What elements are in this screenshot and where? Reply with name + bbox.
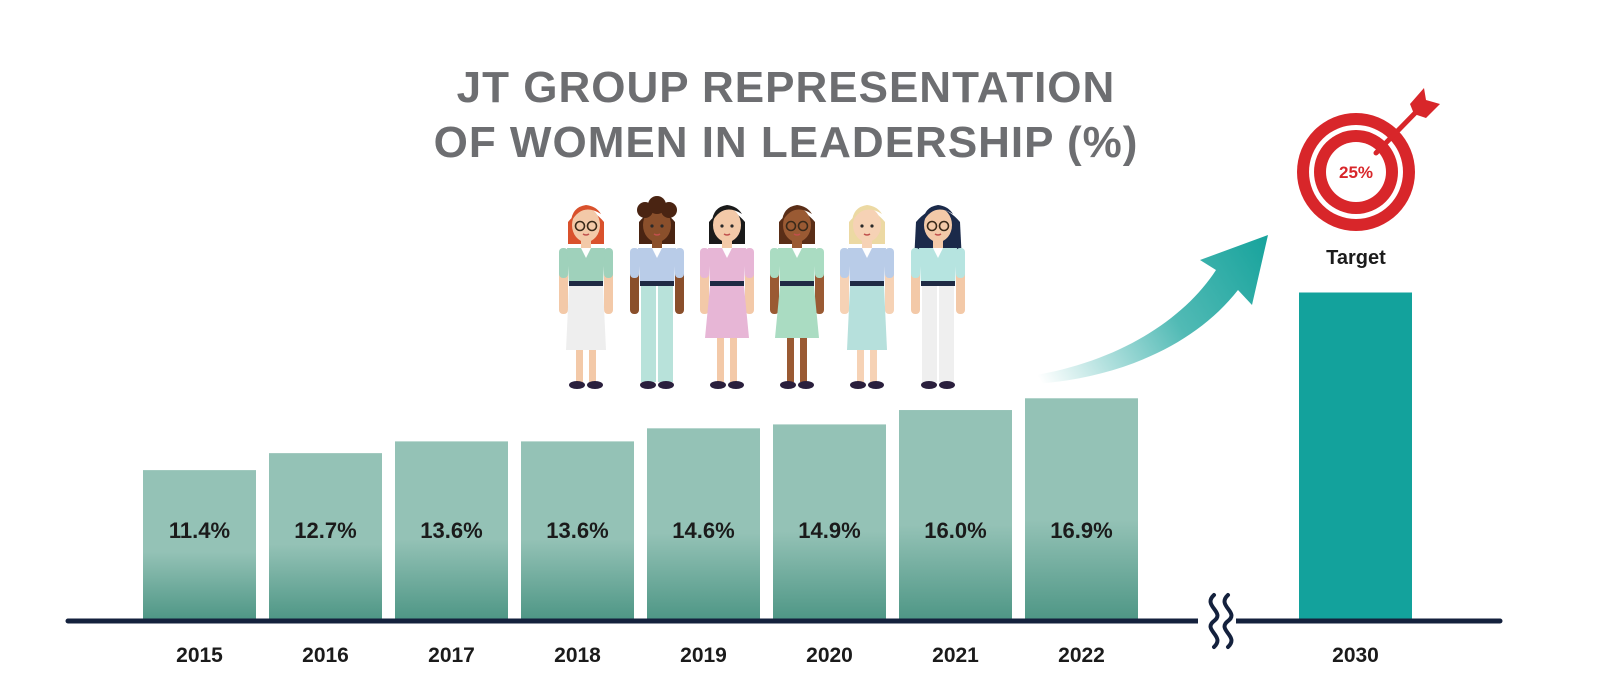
year-label-2016: 2016 (302, 644, 349, 667)
year-label-2030: 2030 (1332, 644, 1379, 667)
value-label-2016: 12.7% (294, 518, 356, 543)
x-axis (65, 593, 1503, 649)
woman-figure-icon (700, 205, 754, 389)
value-label-2017: 13.6% (420, 518, 482, 543)
axis-break-icon (1198, 593, 1236, 649)
year-label-2017: 2017 (428, 644, 475, 667)
year-label-2021: 2021 (932, 644, 979, 667)
target-icon: 25% (1297, 88, 1440, 231)
chart-title-line1: JT GROUP REPRESENTATION (457, 63, 1116, 112)
women-illustration (559, 196, 965, 389)
woman-figure-icon (770, 205, 824, 389)
year-label-2020: 2020 (806, 644, 853, 667)
growth-arrow-icon (1030, 235, 1268, 384)
woman-figure-icon (911, 205, 965, 389)
woman-figure-icon (559, 205, 613, 389)
value-label-2019: 14.6% (672, 518, 734, 543)
bar-2021 (899, 410, 1012, 619)
year-label-2022: 2022 (1058, 644, 1105, 667)
value-label-2020: 14.9% (798, 518, 860, 543)
woman-figure-icon (630, 196, 684, 389)
bar-2016 (269, 453, 382, 619)
value-label-2021: 16.0% (924, 518, 986, 543)
value-label-2022: 16.9% (1050, 518, 1112, 543)
value-label-2018: 13.6% (546, 518, 608, 543)
target-label: Target (1326, 247, 1386, 269)
year-label-2015: 2015 (176, 644, 223, 667)
year-label-2018: 2018 (554, 644, 601, 667)
bar-2017 (395, 441, 508, 619)
chart-title-line2: OF WOMEN IN LEADERSHIP (%) (434, 118, 1139, 167)
bar-series: 11.4% 2015 12.7% 2016 13.6% 2017 13.6% 2018 14.6… (143, 292, 1412, 667)
bar-2015 (143, 470, 256, 619)
value-label-2015: 11.4% (169, 518, 230, 543)
year-label-2019: 2019 (680, 644, 727, 667)
bar-2030 (1299, 292, 1412, 619)
bar-2022 (1025, 398, 1138, 619)
bar-2020 (773, 424, 886, 619)
woman-figure-icon (840, 205, 894, 389)
target-value-label: 25% (1339, 163, 1373, 182)
bar-2018 (521, 441, 634, 619)
bar-2019 (647, 428, 760, 619)
